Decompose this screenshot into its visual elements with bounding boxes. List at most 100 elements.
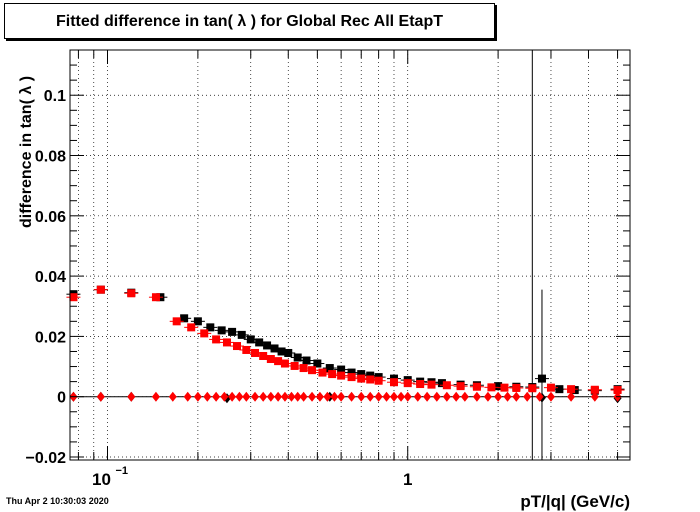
square-marker (494, 382, 503, 391)
square-marker (357, 370, 366, 379)
square-marker (374, 376, 383, 385)
diamond-marker (308, 391, 317, 402)
diamond-marker (389, 391, 398, 402)
y-tick-label: 0.02 (35, 329, 66, 346)
square-marker (472, 382, 481, 391)
diamond-marker (567, 391, 576, 402)
diamond-marker (523, 391, 532, 402)
square-marker (403, 379, 412, 388)
square-marker (546, 383, 555, 392)
square-marker (187, 323, 196, 332)
y-tick-label: 0 (57, 390, 66, 407)
square-marker (456, 382, 465, 391)
diamond-marker (259, 391, 268, 402)
diamond-marker (357, 391, 366, 402)
square-marker (347, 373, 356, 382)
diamond-marker (442, 391, 451, 402)
diamond-marker (287, 391, 296, 402)
x-axis-label: pT/|q| (GeV/c) (520, 492, 630, 511)
diamond-marker (280, 391, 289, 402)
square-marker (237, 330, 246, 339)
title-box: Fitted difference in tan( λ ) for Global… (4, 3, 495, 39)
diamond-marker (460, 391, 469, 402)
square-marker (328, 370, 337, 379)
diamond-marker (535, 391, 544, 402)
diamond-marker (403, 391, 412, 402)
square-marker (222, 338, 231, 347)
diamond-marker (183, 391, 192, 402)
diamond-marker (323, 391, 332, 402)
square-marker (308, 366, 317, 375)
diamond-marker (212, 391, 221, 402)
square-marker (325, 364, 334, 373)
diamond-marker (266, 391, 275, 402)
square-marker (555, 385, 564, 394)
square-marker (567, 385, 576, 394)
square-marker (437, 379, 446, 388)
diamond-marker (337, 391, 346, 402)
diamond-marker (382, 391, 391, 402)
diamond-marker (432, 391, 441, 402)
square-marker (251, 348, 260, 357)
square-marker (293, 353, 302, 362)
square-marker (302, 356, 311, 365)
diamond-marker (293, 391, 302, 402)
tick-labels: −0.02 0 0.02 0.04 0.06 0.08 0.1 10 −1 1 (26, 88, 413, 489)
square-marker (127, 289, 136, 298)
diamond-marker (330, 391, 339, 402)
diamond-marker (590, 391, 599, 402)
diamond-marker (512, 391, 521, 402)
square-marker (242, 345, 251, 354)
diamond-marker (546, 391, 555, 402)
square-marker (613, 386, 622, 395)
diamond-marker (366, 391, 375, 402)
diamond-marker (315, 391, 324, 402)
timestamp: Thu Apr 2 10:30:03 2020 (6, 496, 109, 506)
square-marker (500, 383, 509, 392)
square-marker (274, 357, 283, 366)
square-marker (357, 374, 366, 383)
square-marker (151, 293, 160, 302)
axis-ticks (70, 49, 630, 460)
diamond-marker (494, 391, 503, 402)
square-marker (337, 365, 346, 374)
diamond-marker (251, 391, 260, 402)
x-tick-label: 1 (403, 470, 412, 489)
square-marker (200, 329, 209, 338)
square-marker (284, 348, 293, 357)
diamond-marker (374, 391, 383, 402)
diamond-marker (235, 391, 244, 402)
square-marker (246, 335, 255, 344)
diamond-marker (483, 391, 492, 402)
square-marker (69, 293, 78, 302)
square-marker (172, 317, 181, 326)
square-marker (337, 371, 346, 380)
diamond-marker (274, 391, 283, 402)
square-marker (228, 327, 237, 336)
diamond-marker (151, 391, 160, 402)
diamond-marker (168, 391, 177, 402)
square-marker (299, 364, 308, 373)
diamond-marker (299, 391, 308, 402)
diamond-marker (96, 391, 105, 402)
square-marker (266, 355, 275, 364)
diamond-marker (472, 391, 481, 402)
square-marker (212, 335, 221, 344)
square-marker (512, 383, 521, 392)
diamond-marker (228, 391, 237, 402)
diamond-marker (423, 391, 432, 402)
square-marker (255, 338, 264, 347)
square-marker (217, 326, 226, 335)
diamond-marker (193, 391, 202, 402)
square-marker (427, 380, 436, 389)
square-marker (277, 347, 286, 356)
square-marker (366, 375, 375, 384)
x-tick-label: 10 (92, 470, 111, 489)
diamond-marker (203, 391, 212, 402)
y-axis-label: difference in tan( λ ) (18, 75, 35, 228)
y-tick-label: −0.02 (26, 450, 67, 467)
diamond-marker (242, 391, 251, 402)
y-tick-label: 0.06 (35, 209, 66, 226)
square-marker (259, 351, 268, 360)
square-marker (270, 344, 279, 353)
